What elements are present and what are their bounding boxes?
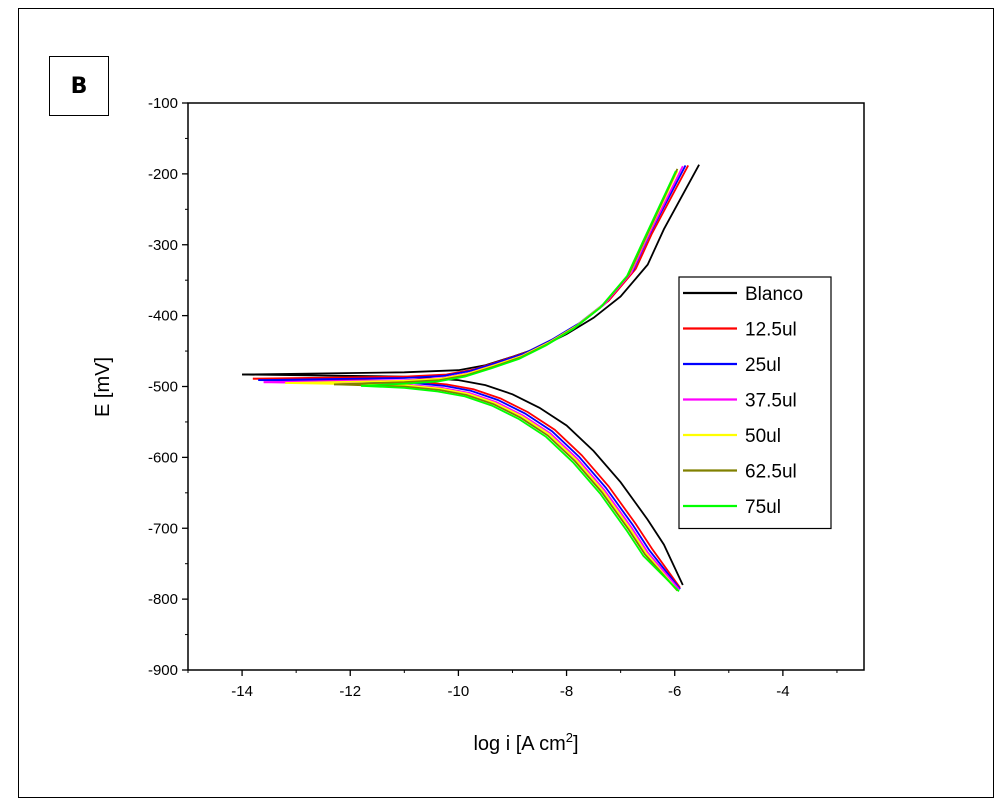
curve-anodic-12.5ul bbox=[252, 164, 689, 380]
x-tick-label: -6 bbox=[668, 683, 681, 700]
legend-box bbox=[678, 276, 832, 530]
legend: Blanco 12.5ul 25ul 37.5ul 50ul 62.5ul 75ul bbox=[678, 276, 832, 530]
legend-label: 37.5ul bbox=[745, 391, 797, 412]
x-tick-label: -8 bbox=[560, 683, 573, 700]
legend-label: 25ul bbox=[745, 355, 781, 376]
curve-cathodic-50ul bbox=[285, 382, 679, 592]
curve-cathodic-37.5ul bbox=[263, 381, 680, 590]
curve-anodic-50ul bbox=[285, 170, 679, 384]
x-tick-label: -12 bbox=[339, 683, 361, 700]
curve-cathodic-62.5ul bbox=[333, 383, 679, 592]
x-tick-label: -14 bbox=[231, 683, 253, 700]
y-tick-label: -900 bbox=[148, 662, 178, 679]
y-tick-label: -800 bbox=[148, 591, 178, 608]
panel-label: B bbox=[70, 73, 88, 99]
y-tick-label: -200 bbox=[148, 166, 178, 183]
curve-cathodic-Blanco bbox=[242, 373, 684, 586]
x-tick-label: -10 bbox=[448, 683, 470, 700]
legend-label: Blanco bbox=[745, 284, 803, 305]
curve-cathodic-12.5ul bbox=[252, 377, 681, 589]
curve-anodic-25ul bbox=[258, 164, 687, 381]
y-tick-label: -700 bbox=[148, 520, 178, 537]
y-axis-label: E [mV] bbox=[92, 357, 114, 417]
curve-anodic-75ul bbox=[361, 170, 677, 387]
legend-label: 75ul bbox=[745, 497, 781, 518]
curve-cathodic-25ul bbox=[258, 379, 681, 590]
y-tick-label: -100 bbox=[148, 95, 178, 112]
y-tick-label: -400 bbox=[148, 308, 178, 325]
legend-label: 50ul bbox=[745, 426, 781, 447]
curve-cathodic-75ul bbox=[361, 384, 680, 592]
x-tick-label: -4 bbox=[776, 683, 789, 700]
y-tick-label: -600 bbox=[148, 449, 178, 466]
y-tick-label: -500 bbox=[148, 379, 178, 396]
axes: -100 -200 -300 -400 -500 -600 -700 -800 -900 -14 -… bbox=[148, 95, 838, 700]
panel-label-box: B bbox=[49, 56, 109, 116]
y-tick-label: -300 bbox=[148, 237, 178, 254]
curve-anodic-37.5ul bbox=[263, 165, 684, 384]
curves bbox=[242, 164, 700, 592]
figure-frame bbox=[18, 8, 994, 798]
legend-label: 12.5ul bbox=[745, 320, 797, 341]
legend-label: 62.5ul bbox=[745, 462, 797, 483]
x-axis-label: log i [A cm2] bbox=[473, 730, 578, 755]
